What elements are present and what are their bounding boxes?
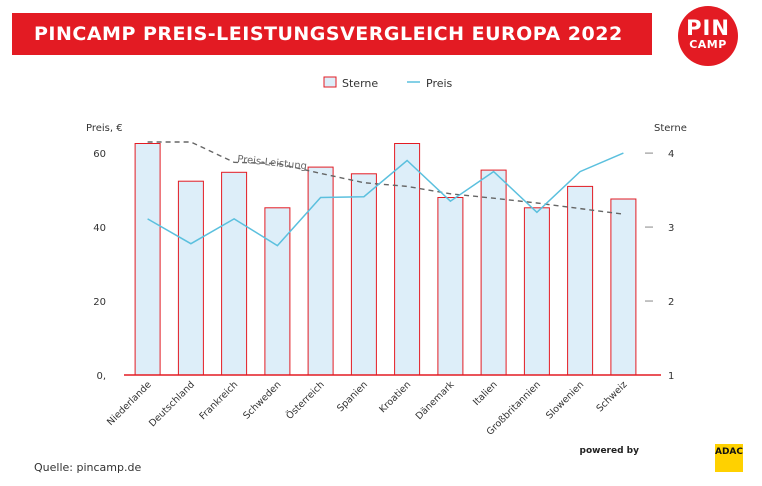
bar-niederlande	[134, 143, 161, 376]
x-tick-label: Deutschland	[147, 379, 197, 429]
chart-title-banner: PINCAMP PREIS-LEISTUNGSVERGLEICH EUROPA …	[12, 13, 652, 55]
left-tick-label: 20	[93, 297, 106, 308]
powered-by-text: powered by	[579, 446, 639, 456]
bar-spanien	[350, 173, 377, 376]
legend-swatch-sterne	[323, 76, 337, 88]
bar-österreich	[307, 166, 334, 376]
logo-line-1: PIN	[686, 16, 730, 40]
legend: Sterne Preis	[323, 76, 453, 90]
right-tick-label: 3	[668, 223, 674, 234]
logo-line-2: CAMP	[689, 38, 727, 51]
x-tick-label: Schweiz	[594, 379, 629, 414]
chart-title: PINCAMP PREIS-LEISTUNGSVERGLEICH EUROPA …	[34, 23, 623, 45]
x-tick-label: Spanien	[335, 379, 370, 414]
legend-label-sterne: Sterne	[342, 77, 378, 90]
right-tick-label: 1	[668, 371, 674, 382]
adac-logo: ADAC	[715, 444, 743, 472]
x-tick-label: Kroatien	[377, 379, 413, 415]
preis-line	[147, 152, 624, 247]
trend-annotation: Preis-Leistung	[237, 154, 308, 172]
left-tick-label: 60	[93, 149, 106, 160]
x-tick-label: Österreich	[284, 379, 327, 422]
source-note: Quelle: pincamp.de	[34, 461, 142, 474]
bar-schweiz	[610, 198, 637, 376]
bar-series-sterne	[134, 143, 637, 376]
x-tick-label: Italien	[471, 379, 500, 408]
legend-label-preis: Preis	[426, 77, 453, 90]
x-tick-label: Slowenien	[544, 379, 586, 421]
right-tick-label: 2	[668, 297, 674, 308]
bar-schweden	[264, 207, 291, 376]
x-tick-label: Schweden	[241, 379, 283, 421]
pincamp-logo: PIN CAMP	[678, 6, 738, 66]
bar-großbritannien	[523, 207, 550, 376]
x-tick-label: Frankreich	[197, 379, 240, 422]
right-tick-label: 4	[668, 149, 674, 160]
x-tick-label: Dänemark	[414, 379, 457, 422]
bar-dänemark	[437, 197, 464, 376]
bar-frankreich	[221, 171, 248, 376]
bar-kroatien	[394, 143, 421, 376]
left-axis-label: Preis, €	[86, 123, 123, 134]
left-axis-ticks: 0, 20 40 60	[93, 149, 106, 382]
left-tick-label: 0,	[96, 371, 106, 382]
right-axis-label: Sterne	[654, 123, 687, 134]
left-tick-label: 40	[93, 223, 106, 234]
right-axis-ticks: 1 2 3 4	[645, 149, 674, 382]
preis-leistung-trend-line	[147, 141, 624, 215]
bar-deutschland	[177, 180, 204, 376]
bar-slowenien	[567, 185, 594, 376]
bar-italien	[480, 169, 507, 376]
